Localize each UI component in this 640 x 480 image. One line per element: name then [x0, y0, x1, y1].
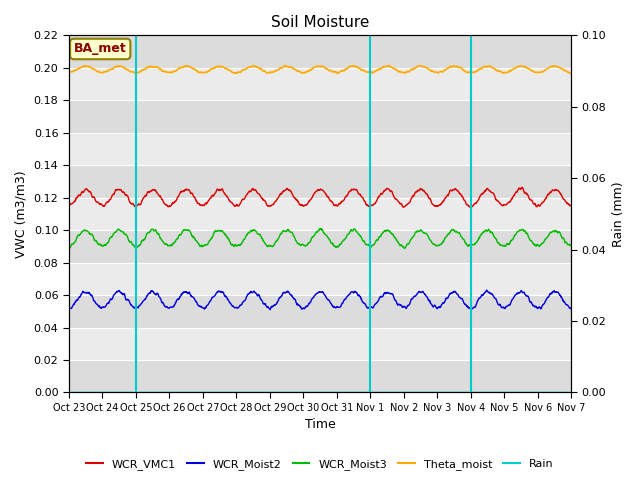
Y-axis label: VWC (m3/m3): VWC (m3/m3): [15, 170, 28, 258]
WCR_VMC1: [233, 202, 241, 207]
WCR_VMC1: [508, 196, 516, 202]
Line: WCR_Moist3: WCR_Moist3: [69, 228, 572, 249]
Theta_moist: [385, 62, 393, 68]
Bar: [69, 230, 572, 263]
X-axis label: Time: Time: [305, 419, 335, 432]
Theta_moist: [508, 67, 516, 73]
Bar: [69, 100, 572, 133]
Y-axis label: Rain (mm): Rain (mm): [612, 181, 625, 247]
Text: BA_met: BA_met: [74, 42, 127, 56]
Theta_moist: [568, 70, 575, 75]
Bar: [69, 360, 572, 393]
Rain: [568, 390, 575, 396]
WCR_Moist2: [266, 307, 274, 312]
Bar: [69, 327, 572, 360]
Rain: [397, 390, 405, 396]
Rain: [177, 390, 184, 396]
Theta_moist: [566, 71, 573, 76]
Line: Theta_moist: Theta_moist: [69, 65, 572, 73]
Theta_moist: [398, 70, 406, 75]
WCR_VMC1: [464, 202, 472, 208]
WCR_Moist2: [398, 304, 406, 310]
WCR_VMC1: [177, 189, 184, 194]
Line: WCR_Moist2: WCR_Moist2: [69, 290, 572, 310]
Bar: [69, 36, 572, 68]
WCR_Moist2: [483, 287, 491, 293]
WCR_Moist2: [65, 305, 73, 311]
WCR_Moist2: [233, 305, 241, 311]
WCR_VMC1: [164, 204, 172, 209]
Rain: [508, 390, 515, 396]
WCR_Moist3: [177, 232, 185, 238]
WCR_Moist2: [464, 304, 472, 310]
WCR_Moist3: [165, 243, 173, 249]
Line: WCR_VMC1: WCR_VMC1: [69, 187, 572, 207]
Rain: [164, 390, 172, 396]
WCR_Moist3: [508, 237, 516, 242]
Bar: [69, 198, 572, 230]
WCR_Moist3: [317, 226, 324, 231]
Title: Soil Moisture: Soil Moisture: [271, 15, 369, 30]
Bar: [69, 295, 572, 327]
WCR_VMC1: [568, 203, 575, 208]
Theta_moist: [233, 70, 241, 76]
WCR_Moist3: [234, 243, 241, 249]
Theta_moist: [464, 70, 472, 75]
WCR_VMC1: [518, 184, 526, 190]
WCR_Moist3: [568, 242, 575, 248]
WCR_VMC1: [65, 203, 73, 209]
Bar: [69, 263, 572, 295]
WCR_Moist3: [65, 246, 73, 252]
Theta_moist: [177, 64, 184, 70]
WCR_Moist3: [399, 243, 406, 249]
Rain: [233, 390, 241, 396]
Bar: [69, 165, 572, 198]
WCR_Moist2: [177, 293, 184, 299]
Rain: [463, 390, 471, 396]
WCR_VMC1: [399, 204, 407, 210]
Rain: [65, 390, 73, 396]
Theta_moist: [65, 69, 73, 74]
WCR_Moist2: [164, 305, 172, 311]
Theta_moist: [164, 69, 172, 75]
Bar: [69, 133, 572, 165]
WCR_VMC1: [397, 201, 405, 207]
WCR_Moist3: [464, 243, 472, 249]
WCR_Moist2: [508, 297, 516, 302]
Bar: [69, 68, 572, 100]
Legend: WCR_VMC1, WCR_Moist2, WCR_Moist3, Theta_moist, Rain: WCR_VMC1, WCR_Moist2, WCR_Moist3, Theta_…: [82, 455, 558, 474]
WCR_Moist3: [65, 246, 73, 252]
WCR_Moist2: [568, 306, 575, 312]
